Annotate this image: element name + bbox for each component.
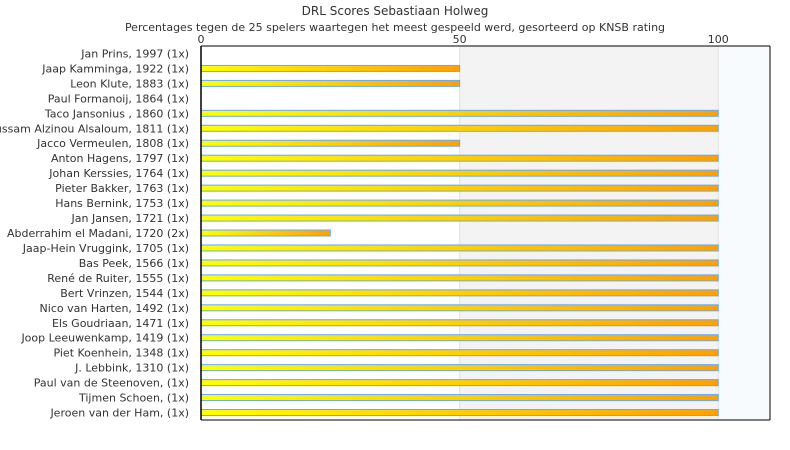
grid-band [459,46,719,420]
category-label: René de Ruiter, 1555 (1x) [47,272,189,285]
category-label: Bert Vrinzen, 1544 (1x) [60,287,189,300]
bar [200,319,719,327]
category-label: Nico van Harten, 1492 (1x) [40,302,189,315]
chart-subtitle: Percentages tegen de 25 spelers waartege… [124,21,666,34]
category-label: Tijmen Schoen, (1x) [78,392,189,405]
bar [200,304,719,312]
bar [200,154,719,162]
category-label: Jacco Vermeulen, 1808 (1x) [36,137,189,150]
bar [200,364,719,372]
bar [200,394,719,402]
category-label: Hans Bernink, 1753 (1x) [55,197,189,210]
bar [200,64,461,72]
category-label: Paul Formanoij, 1864 (1x) [48,92,189,105]
category-label: Abderrahim el Madani, 1720 (2x) [7,227,189,240]
x-tick-label: 0 [198,33,205,46]
bar [200,409,719,417]
category-label: Taco Jansonius , 1860 (1x) [44,107,189,120]
category-label: Hussam Alzinou Alsaloum, 1811 (1x) [0,122,189,135]
bar [200,199,719,207]
bar [200,124,719,132]
x-tick-label: 50 [453,33,467,46]
bar [200,334,719,342]
category-label: Els Goudriaan, 1471 (1x) [52,317,189,330]
bar [200,289,719,297]
x-tick-label: 100 [708,33,729,46]
category-label: Bas Peek, 1566 (1x) [79,257,189,270]
bar [200,349,719,357]
category-label: Jeroen van der Ham, (1x) [49,407,189,420]
category-label: Jan Jansen, 1721 (1x) [71,212,189,225]
bar [200,184,719,192]
bar [200,229,331,237]
category-label: Jaap-Hein Vruggink, 1705 (1x) [22,242,189,255]
category-label: Jaap Kamminga, 1922 (1x) [41,62,189,75]
bar [200,109,719,117]
category-label: Paul van de Steenoven, (1x) [34,377,189,390]
category-label: J. Lebbink, 1310 (1x) [74,362,189,375]
category-label: Joop Leeuwenkamp, 1419 (1x) [20,332,189,345]
chart-title: DRL Scores Sebastiaan Holweg [301,4,489,18]
category-label: Anton Hagens, 1797 (1x) [51,152,189,165]
grid-band [718,46,770,420]
bar [200,139,461,147]
category-label: Leon Klute, 1883 (1x) [70,77,189,90]
bar [200,79,461,87]
category-label: Johan Kerssies, 1764 (1x) [48,167,189,180]
category-label: Jan Prins, 1997 (1x) [80,47,189,60]
bar [200,274,719,282]
bar [200,214,719,222]
bar [200,379,719,387]
category-label: Pieter Bakker, 1763 (1x) [55,182,189,195]
category-label: Piet Koenhein, 1348 (1x) [53,347,189,360]
bar [200,244,719,252]
bar [200,259,719,267]
bar [200,169,719,177]
